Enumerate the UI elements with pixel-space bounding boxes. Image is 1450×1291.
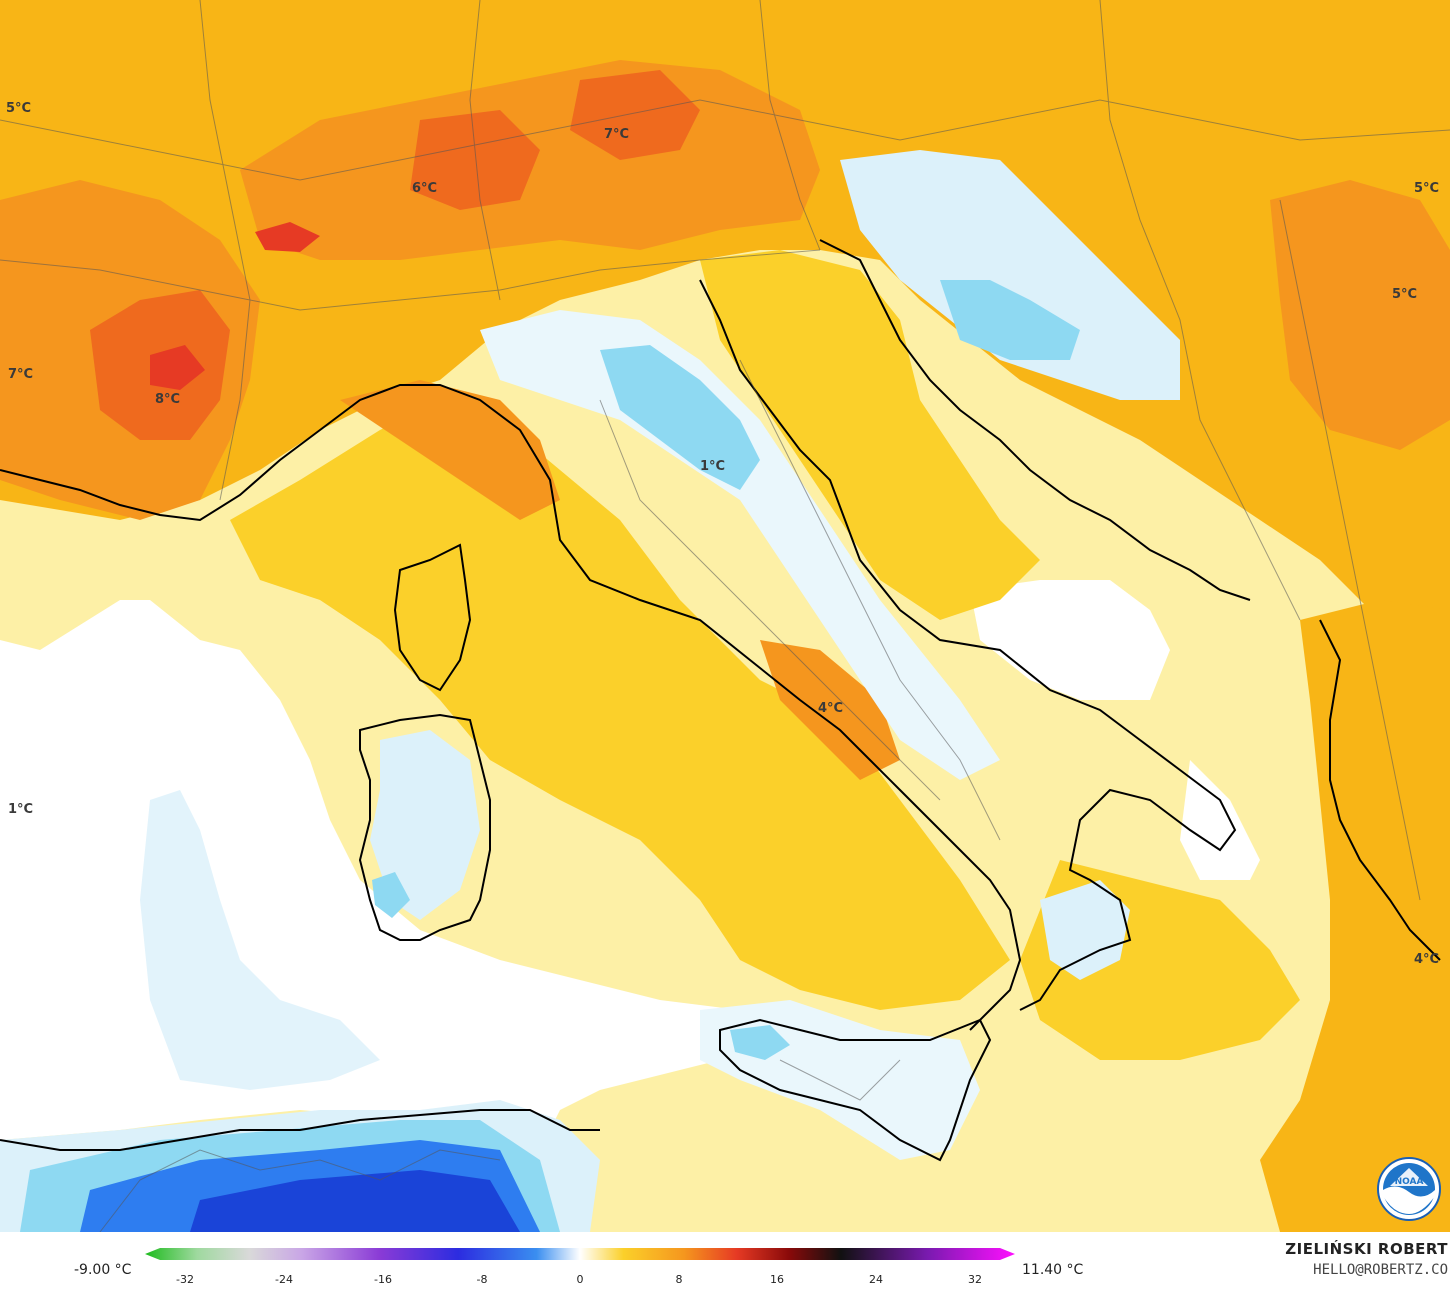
border-5 [759, 0, 821, 251]
legend: -32 -24 -16 -8 0 8 16 24 32 [0, 1232, 1450, 1287]
noaa-logo-text: NOAA [1395, 1177, 1424, 1187]
legend-tick-0: 0 [577, 1273, 584, 1286]
legend-tick-8: 8 [676, 1273, 683, 1286]
author-email[interactable]: HELLO@ROBERTZ.CO [1313, 1262, 1448, 1278]
legend-colorbar [145, 1248, 1015, 1260]
zone-orange-campania [760, 640, 900, 780]
label-1c-apennine: 1°C [700, 459, 725, 474]
zone-gold-balkan-south [1260, 600, 1450, 1232]
noaa-logo-svg: NOAA [1377, 1157, 1441, 1221]
coast-balkan-south [1319, 619, 1441, 961]
legend-tick-m24: -24 [275, 1273, 293, 1286]
zone-red-hotspot [255, 222, 320, 252]
coast-sardinia [358, 713, 491, 941]
coast-italy-east [699, 279, 1237, 1011]
border-7 [1279, 199, 1421, 901]
label-4c-greece: 4°C [1414, 952, 1439, 967]
legend-tick-m32: -32 [176, 1273, 194, 1286]
zone-neutral-south [1180, 760, 1260, 880]
zone-lightblue-slovenia [840, 150, 1180, 400]
label-5c-east: 5°C [1414, 181, 1439, 196]
border-4 [469, 0, 501, 301]
zone-yellow-tyrrhenian [230, 400, 1010, 1010]
coast-sicily [719, 1018, 992, 1162]
zone-yellow-adriatic [700, 250, 1040, 620]
zone-cyan-sardinia [372, 872, 410, 918]
label-4c-campania: 4°C [818, 701, 843, 716]
author-credit: ZIELIŃSKI ROBERT [1285, 1240, 1448, 1258]
coastlines [0, 239, 1441, 1162]
temperature-map: 5°C 7°C 6°C 5°C 5°C 7°C 8°C 1°C 4°C 1°C … [0, 0, 1450, 1232]
border-8 [599, 399, 941, 801]
coast-italy-west [0, 384, 1022, 1031]
label-5c-west: 5°C [6, 101, 31, 116]
border-9 [739, 359, 1001, 841]
zone-lightblue-sardinia [370, 730, 480, 920]
label-8c-france: 8°C [155, 392, 180, 407]
zone-cyan-apennine [600, 345, 760, 490]
zone-red-hotspot-2 [150, 345, 205, 390]
legend-tick-32: 32 [968, 1273, 982, 1286]
border-1 [0, 99, 1450, 181]
legend-svg: -32 -24 -16 -8 0 8 16 24 32 [145, 1248, 1015, 1286]
legend-tick-24: 24 [869, 1273, 883, 1286]
label-7c-north: 7°C [604, 127, 629, 142]
legend-tick-m16: -16 [374, 1273, 392, 1286]
zone-darkblue-africa [190, 1170, 520, 1232]
zone-lightblue-calabria [1040, 880, 1130, 980]
coast-croatia [819, 239, 1251, 601]
legend-ticks: -32 -24 -16 -8 0 8 16 24 32 [176, 1273, 982, 1286]
zone-lightblue-apennine [480, 310, 1000, 780]
border-2 [0, 249, 821, 311]
legend-max-value: 11.40 °C [1022, 1262, 1084, 1278]
label-1c-sea: 1°C [8, 802, 33, 817]
zone-darkorange-alps [410, 110, 540, 210]
coast-africa [0, 1109, 600, 1151]
zone-orange-ligurian [340, 380, 560, 520]
noaa-logo: NOAA [1376, 1156, 1442, 1226]
legend-tick-m8: -8 [477, 1273, 488, 1286]
coast-corsica [393, 543, 472, 692]
label-5c-balkan: 5°C [1392, 287, 1417, 302]
zone-cyan-balkan [940, 280, 1080, 360]
zone-lightblue-sea [140, 790, 380, 1090]
legend-min-value: -9.00 °C [74, 1262, 132, 1278]
zone-neutral-ionian [970, 580, 1170, 700]
map-svg: 5°C 7°C 6°C 5°C 5°C 7°C 8°C 1°C 4°C 1°C … [0, 0, 1450, 1232]
border-11 [99, 1149, 501, 1232]
legend-tick-16: 16 [770, 1273, 784, 1286]
label-7c-west: 7°C [8, 367, 33, 382]
label-6c-alps: 6°C [412, 181, 437, 196]
zone-darkorange-east [570, 70, 700, 160]
border-3 [199, 0, 251, 501]
border-6 [1099, 0, 1301, 621]
zone-cyan-sicily [730, 1025, 790, 1060]
border-10 [779, 1059, 901, 1101]
region-borders [0, 0, 1450, 1232]
zone-orange-balkan [1270, 180, 1450, 450]
